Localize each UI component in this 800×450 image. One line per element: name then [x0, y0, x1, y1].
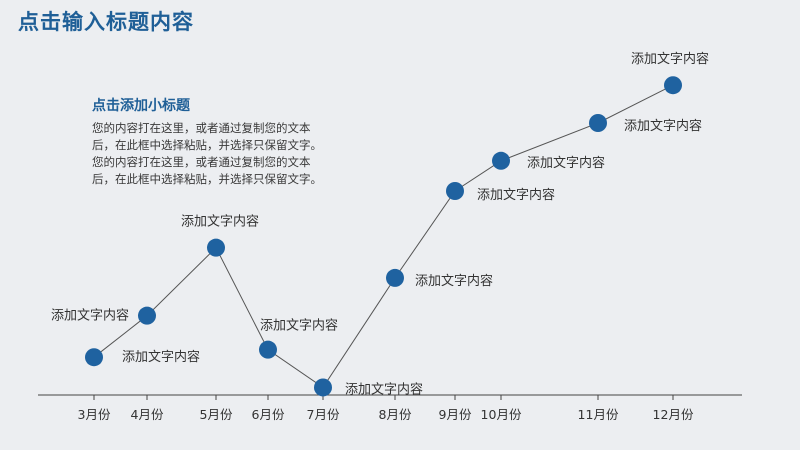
- x-tick-label: 6月份: [252, 407, 285, 422]
- x-tick-label: 7月份: [307, 407, 340, 422]
- data-label: 添加文字内容: [624, 118, 702, 134]
- data-label: 添加文字内容: [181, 214, 259, 230]
- x-tick-label: 10月份: [481, 407, 522, 422]
- data-point: [664, 76, 682, 95]
- data-point: [259, 340, 277, 359]
- intro-line: 您的内容打在这里，或者通过复制您的文本: [92, 121, 311, 135]
- intro-paragraph: 您的内容打在这里，或者通过复制您的文本 后，在此框中选择粘贴，并选择只保留文字。…: [92, 120, 362, 188]
- data-point: [207, 238, 225, 257]
- data-label: 添加文字内容: [477, 187, 555, 203]
- page-title: 点击输入标题内容: [18, 10, 194, 34]
- data-point: [314, 378, 332, 397]
- data-label: 添加文字内容: [260, 318, 338, 334]
- x-tick-label: 8月份: [379, 407, 412, 422]
- intro-line: 后，在此框中选择粘贴，并选择只保留文字。: [92, 138, 322, 152]
- x-tick-label: 4月份: [131, 407, 164, 422]
- data-point: [138, 306, 156, 325]
- series-line: [93, 84, 674, 389]
- x-tick-label: 11月份: [578, 407, 619, 422]
- x-tick-label: 12月份: [653, 407, 694, 422]
- intro-line: 您的内容打在这里，或者通过复制您的文本: [92, 155, 311, 169]
- section-subtitle: 点击添加小标题: [92, 98, 190, 114]
- data-point: [85, 348, 103, 367]
- x-tick-label: 9月份: [439, 407, 472, 422]
- data-label: 添加文字内容: [122, 349, 200, 365]
- data-point: [446, 182, 464, 200]
- data-point: [492, 151, 510, 170]
- x-tick-label: 3月份: [78, 407, 111, 422]
- data-label: 添加文字内容: [345, 381, 423, 397]
- data-point: [589, 114, 607, 132]
- data-label: 添加文字内容: [527, 155, 605, 171]
- data-label: 添加文字内容: [415, 273, 493, 289]
- x-tick-label: 5月份: [200, 407, 233, 422]
- data-label: 添加文字内容: [631, 51, 709, 67]
- intro-line: 后，在此框中选择粘贴，并选择只保留文字。: [92, 172, 322, 186]
- data-label: 添加文字内容: [51, 308, 129, 324]
- data-point: [386, 268, 404, 287]
